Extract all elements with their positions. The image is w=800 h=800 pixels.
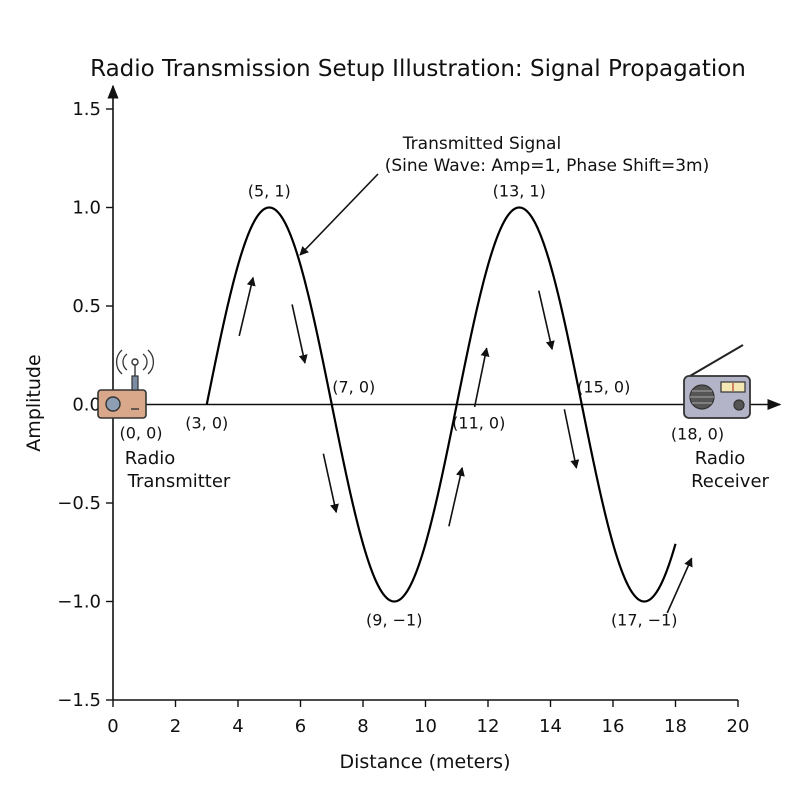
y-tick-label: −1.0 xyxy=(57,592,101,613)
direction-arrows xyxy=(238,276,693,614)
point-label: (17, −1) xyxy=(611,611,678,630)
x-tick-label: 20 xyxy=(727,716,750,737)
y-axis-label: Amplitude xyxy=(23,354,45,451)
direction-arrow xyxy=(238,276,256,337)
y-tick-label: 0.5 xyxy=(72,296,101,317)
x-tick-label: 2 xyxy=(170,716,181,737)
point-label: (13, 1) xyxy=(493,182,546,201)
x-tick-label: 16 xyxy=(602,716,625,737)
point-label: (15, 0) xyxy=(577,378,630,397)
y-tick-label: −0.5 xyxy=(57,493,101,514)
point-label: (18, 0) xyxy=(671,425,724,444)
y-tick-label: 1.0 xyxy=(72,198,101,219)
y-tick-label: −1.5 xyxy=(57,690,101,711)
direction-arrow xyxy=(291,304,308,364)
x-tick-label: 4 xyxy=(232,716,243,737)
point-label: (3, 0) xyxy=(185,414,228,433)
direction-arrow xyxy=(563,409,580,469)
x-tick-label: 12 xyxy=(477,716,500,737)
y-tick-label: 0.0 xyxy=(72,395,101,416)
point-label: (0, 0) xyxy=(119,424,162,443)
x-tick-label: 6 xyxy=(295,716,306,737)
x-axis-ticks: 0 2 4 6 8 10 12 14 16 18 20 xyxy=(107,700,749,737)
receiver-label-line2: Receiver xyxy=(691,471,769,492)
x-tick-label: 8 xyxy=(357,716,368,737)
direction-arrow xyxy=(448,466,465,527)
x-tick-label: 18 xyxy=(664,716,687,737)
point-labels: (0, 0) (3, 0) (5, 1) (7, 0) (9, −1) (11, 0) (1… xyxy=(119,182,724,630)
annotation-line1: Transmitted Signal xyxy=(402,134,561,154)
annotation-arrow xyxy=(299,173,379,256)
transmitter-label-line2: Transmitter xyxy=(127,471,231,492)
chart-title: Radio Transmission Setup Illustration: S… xyxy=(90,56,746,82)
direction-arrow xyxy=(322,453,339,514)
radio-receiver-icon xyxy=(683,344,751,419)
signal-series-line xyxy=(205,206,677,603)
x-tick-label: 14 xyxy=(539,716,562,737)
transmitter-label-line1: Radio xyxy=(125,448,176,469)
direction-arrow xyxy=(538,290,555,351)
point-label: (7, 0) xyxy=(332,378,375,397)
x-axis-label: Distance (meters) xyxy=(340,751,511,773)
direction-arrow xyxy=(473,347,490,408)
x-tick-label: 0 xyxy=(107,716,118,737)
x-tick-label: 10 xyxy=(414,716,437,737)
annotation-line2: (Sine Wave: Amp=1, Phase Shift=3m) xyxy=(385,156,709,176)
point-label: (11, 0) xyxy=(452,414,505,433)
y-tick-label: 1.5 xyxy=(72,99,101,120)
point-label: (9, −1) xyxy=(366,611,422,630)
axes xyxy=(107,84,782,701)
direction-arrow xyxy=(666,557,693,614)
receiver-label-line1: Radio xyxy=(695,448,746,469)
point-label: (5, 1) xyxy=(248,182,291,201)
radio-transmitter-icon xyxy=(97,349,154,419)
